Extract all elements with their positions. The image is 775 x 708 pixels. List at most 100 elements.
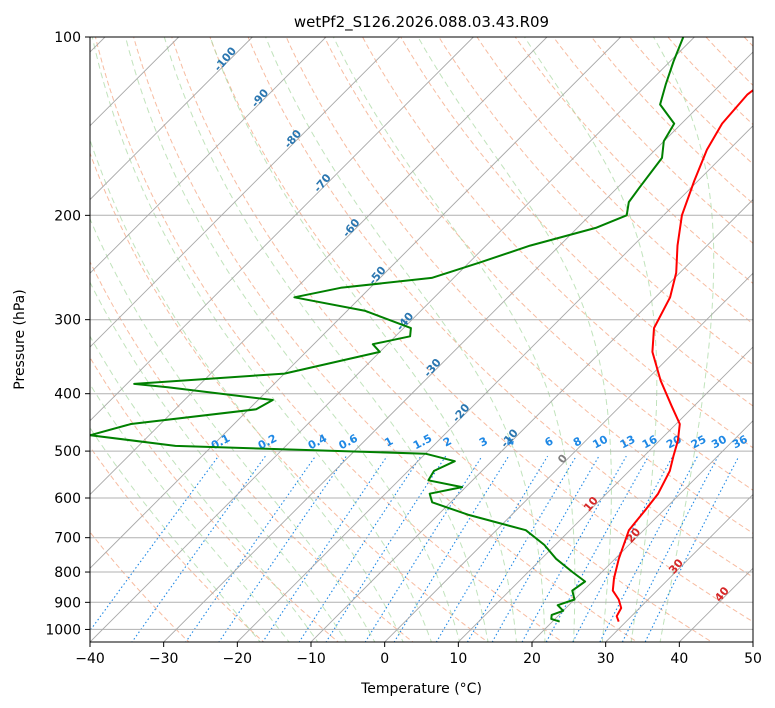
- mixing-ratio-line: [218, 455, 347, 642]
- sounding-profiles: [90, 37, 753, 623]
- x-axis-label: Temperature (°C): [360, 681, 482, 697]
- y-tick-label: 900: [54, 595, 81, 611]
- dry-adiabat: [323, 37, 753, 491]
- isotherm-label: -90: [249, 86, 272, 110]
- mixing-ratio-line: [393, 455, 510, 642]
- x-tick-label: −30: [149, 651, 179, 667]
- y-axis: 1000 900 800 700 600 500 400 300 200 100: [45, 30, 90, 638]
- x-tick-label: 10: [449, 651, 467, 667]
- isotherm-label: 10: [581, 494, 601, 514]
- moist-adiabat: [90, 281, 347, 642]
- y-tick-label: 300: [54, 313, 81, 329]
- mixing-ratio-line: [364, 455, 483, 642]
- dry-adiabat: [171, 37, 713, 642]
- mixing-ratio-label: 10: [590, 433, 610, 452]
- isotherm-line: [310, 198, 753, 642]
- mixing-ratio-line: [131, 455, 266, 642]
- mixing-ratio-line: [90, 455, 219, 632]
- isotherm-label: -30: [421, 356, 444, 380]
- y-tick-label: 700: [54, 531, 81, 547]
- dry-adiabat: [209, 37, 753, 623]
- mixing-ratio-lines: [90, 455, 740, 642]
- isotherm-line: [163, 51, 753, 642]
- isotherm-line: [531, 420, 753, 642]
- isotherm-line: [605, 493, 753, 642]
- dry-adiabat: [94, 37, 564, 642]
- x-tick-label: 30: [597, 651, 615, 667]
- x-tick-label: −20: [223, 651, 253, 667]
- x-tick-label: 50: [744, 651, 762, 667]
- mixing-ratio-line: [185, 455, 316, 642]
- moist-adiabat: [90, 217, 376, 642]
- dry-adiabat: [705, 37, 753, 87]
- mixing-ratio-line: [572, 455, 674, 642]
- mixing-ratio-label: 3: [477, 434, 490, 449]
- y-tick-label: 600: [54, 491, 81, 507]
- y-tick-label: 800: [54, 565, 81, 581]
- chart-title: wetPf2_S126.2026.088.03.43.R09: [294, 13, 549, 32]
- moist-adiabat: [265, 37, 546, 642]
- x-tick-label: 20: [523, 651, 541, 667]
- mixing-ratio-label: 8: [571, 434, 584, 449]
- isotherm-label: -80: [281, 127, 304, 151]
- dewpoint-profile: [90, 37, 685, 623]
- y-tick-label: 100: [54, 30, 81, 46]
- dry-adiabat: [400, 37, 753, 407]
- isotherm-lines: [90, 37, 753, 642]
- plot-area: 0.1 0.2 0.4 0.6 1 1.5 2 3 4 6 8 10 13 16 20 25 30 36-100-…: [90, 37, 753, 642]
- dry-adiabat: [247, 37, 753, 578]
- isotherm-label: -40: [394, 310, 417, 334]
- isotherm-line: [752, 641, 753, 642]
- y-tick-label: 1000: [45, 622, 81, 638]
- isotherm-label: 40: [712, 584, 732, 604]
- isotherm-label: 30: [666, 556, 686, 576]
- mixing-ratio-line: [491, 455, 600, 642]
- y-tick-label: 200: [54, 208, 81, 224]
- isotherm-label: -20: [450, 401, 473, 425]
- mixing-ratio-line: [435, 455, 549, 642]
- mixing-ratio-label: 0.1: [209, 432, 232, 453]
- dry-adiabat: [285, 37, 753, 534]
- mixing-ratio-label: 20: [664, 433, 684, 452]
- isotherm-line: [90, 37, 401, 348]
- isotherm-line: [678, 567, 753, 642]
- mixing-ratio-label: 25: [689, 433, 709, 452]
- mixing-ratio-line: [545, 455, 649, 642]
- isotherm-line: [384, 272, 753, 642]
- isotherm-label: -10: [498, 426, 521, 450]
- grid-lines: [90, 37, 753, 630]
- dry-adiabat: [90, 445, 265, 642]
- mixing-ratio-label: 30: [709, 433, 729, 452]
- dry-adiabat: [90, 356, 339, 642]
- mixing-ratio-line: [621, 455, 719, 642]
- mixing-ratio-label: 1: [382, 434, 395, 449]
- mixing-ratio-line: [298, 455, 422, 642]
- y-tick-label: 400: [54, 387, 81, 403]
- moist-adiabat: [209, 37, 518, 642]
- mixing-ratio-label: 1.5: [411, 432, 434, 453]
- x-tick-label: −10: [296, 651, 326, 667]
- moist-adiabat: [90, 138, 404, 642]
- moist-adiabat: [90, 426, 261, 642]
- isotherm-line: [457, 346, 753, 642]
- isotherm-line: [90, 37, 253, 201]
- mixing-ratio-line: [521, 455, 627, 642]
- isotherm-line: [90, 37, 327, 274]
- x-tick-label: 40: [670, 651, 688, 667]
- x-axis: −40 −30 −20 −10 0 10 20 30 40 50: [75, 642, 762, 667]
- isotherm-line: [90, 37, 474, 422]
- mixing-ratio-line: [262, 455, 388, 642]
- isotherm-label: -70: [311, 171, 334, 195]
- mixing-ratio-line: [644, 455, 740, 642]
- dry-adiabat: [133, 37, 638, 642]
- dry-adiabat: [743, 37, 753, 47]
- moist-adiabat: [417, 37, 612, 642]
- mixing-ratio-line: [325, 455, 447, 642]
- moist-adiabat: [524, 37, 658, 642]
- moist-adiabat: [90, 335, 319, 642]
- dry-adiabat: [438, 37, 753, 366]
- y-axis-label: Pressure (hPa): [12, 289, 28, 389]
- isotherm-line: [90, 37, 622, 569]
- mixing-ratio-label: 13: [618, 433, 638, 452]
- moist-adiabat: [653, 37, 715, 642]
